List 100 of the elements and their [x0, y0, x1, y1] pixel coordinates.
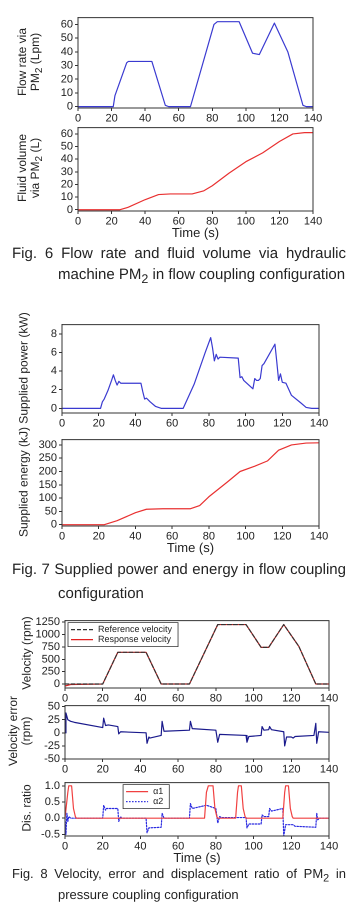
y-tick-label: 750: [42, 640, 60, 653]
y-tick-label: 0: [54, 726, 60, 739]
x-tick-label: 40: [129, 530, 142, 543]
y-tick-label: 500: [42, 653, 60, 666]
y-tick-label: 6: [50, 346, 57, 359]
y-tick-label: 0: [50, 518, 57, 531]
x-tick-label: 100: [244, 692, 263, 705]
y-tick-label: 8: [50, 328, 57, 340]
x-tick-label: 120: [270, 216, 289, 228]
x-tick-label: 120: [282, 764, 300, 776]
y-tick-label: 1000: [36, 628, 60, 641]
x-tick-label: 100: [244, 764, 263, 776]
x-tick-label: 100: [236, 216, 256, 228]
y-tick-label: 40: [60, 46, 73, 58]
x-tick-label: 0: [74, 112, 82, 125]
x-tick-label: 100: [244, 840, 263, 853]
x-tick-label: 60: [172, 216, 185, 228]
x-tick-label: 120: [273, 418, 292, 430]
x-tick-label: 40: [134, 692, 147, 705]
x-tick-label: 20: [92, 418, 105, 430]
x-tick-label: 120: [282, 840, 300, 853]
y-tick-label: 50: [60, 140, 73, 153]
line-series: [65, 785, 329, 819]
y-tick-label: 50: [60, 32, 73, 44]
y-axis-title: Dis. ratio: [19, 783, 33, 834]
x-tick-label: 120: [273, 530, 292, 543]
x-axis-title: Time (s): [172, 850, 222, 865]
y-tick-label: 50: [48, 700, 60, 713]
x-tick-label: 0: [74, 216, 82, 228]
y-tick-label: 30: [60, 60, 73, 72]
y-tick-label: 4: [50, 365, 57, 378]
y-tick-label: 1250: [36, 616, 60, 628]
y-tick-label: 2: [50, 384, 57, 396]
x-axis-title: Time (s): [170, 225, 220, 240]
y-tick-label: 20: [60, 73, 73, 86]
x-axis-title: Time (s): [166, 540, 216, 555]
x-tick-label: 40: [134, 840, 147, 853]
x-tick-label: 100: [236, 530, 255, 543]
x-tick-label: 40: [139, 216, 152, 228]
y-tick-label: 40: [60, 153, 73, 166]
x-tick-label: 60: [172, 840, 184, 853]
caption: Fig. 6 Flow rate and fluid volume via hydraulic machine PM$_{2}$ in flow coupling configuration: [12, 244, 346, 288]
y-tick-label: 30: [60, 166, 73, 178]
y-tick-label: 25: [48, 714, 60, 726]
x-tick-label: 100: [236, 112, 256, 125]
x-tick-label: 140: [320, 692, 338, 705]
x-tick-label: 40: [129, 418, 142, 430]
x-tick-label: 20: [105, 216, 118, 228]
y-tick-label: 0.5: [44, 796, 60, 808]
x-tick-label: 20: [105, 112, 118, 125]
x-tick-label: 120: [282, 692, 300, 705]
y-axis-title: Supplied energy (kJ): [16, 426, 30, 537]
x-tick-label: 80: [206, 216, 218, 228]
x-tick-label: 20: [96, 764, 109, 776]
y-tick-label: 20: [60, 178, 73, 190]
x-tick-label: 140: [304, 112, 322, 125]
y-tick-label: 0: [54, 678, 60, 690]
x-tick-label: 60: [172, 112, 185, 125]
x-tick-label: 20: [96, 692, 109, 705]
x-tick-label: 20: [92, 530, 105, 543]
y-tick-label: -0.5: [41, 828, 60, 840]
legend-label: α2: [153, 796, 164, 806]
y-tick-label: 150: [38, 478, 57, 491]
x-tick-label: 120: [270, 112, 289, 125]
y-tick-label: 250: [42, 666, 60, 678]
x-tick-label: 80: [202, 530, 215, 543]
y-axis-title: Velocity (rpm): [19, 615, 33, 692]
x-tick-label: 60: [166, 530, 178, 543]
x-tick-label: 40: [134, 764, 147, 776]
y-tick-label: 200: [38, 466, 57, 478]
legend-label: Reference velocity: [98, 624, 173, 634]
x-tick-label: 60: [172, 692, 184, 705]
x-tick-label: 80: [210, 764, 222, 776]
y-tick-label: 10: [60, 191, 73, 204]
y-axis-title: Velocity error (rpm): [6, 694, 33, 768]
x-tick-label: 80: [210, 692, 222, 705]
y-tick-label: 300: [38, 438, 57, 451]
y-tick-label: 60: [60, 18, 73, 30]
text: Fig. 8 Velocity, error and displacement ratio of PM$_{2}$ in pressure coupling configuration: [12, 866, 346, 902]
y-axis-title: Supplied power (kW): [16, 312, 30, 424]
y-tick-label: 10: [60, 86, 73, 99]
y-tick-label: 250: [38, 452, 57, 464]
legend-label: Response velocity: [98, 634, 172, 644]
x-tick-label: 140: [310, 418, 328, 430]
x-tick-label: 100: [236, 418, 255, 430]
legend-label: α1: [153, 786, 164, 796]
x-tick-label: 20: [96, 840, 109, 853]
x-tick-label: 140: [304, 216, 322, 228]
x-tick-label: 40: [139, 112, 152, 125]
y-tick-label: 50: [44, 505, 57, 518]
x-tick-label: 140: [310, 530, 328, 543]
y-tick-label: 0.0: [44, 812, 60, 824]
caption: Fig. 7 Supplied power and energy in flow coupling configuration: [12, 560, 346, 604]
x-tick-label: 80: [206, 112, 218, 125]
y-tick-label: 1.0: [44, 780, 60, 792]
x-tick-label: 140: [320, 764, 338, 776]
y-tick-label: -50: [44, 753, 60, 766]
x-tick-label: 60: [166, 418, 178, 430]
x-tick-label: 60: [172, 764, 184, 776]
y-tick-label: 60: [60, 128, 73, 140]
